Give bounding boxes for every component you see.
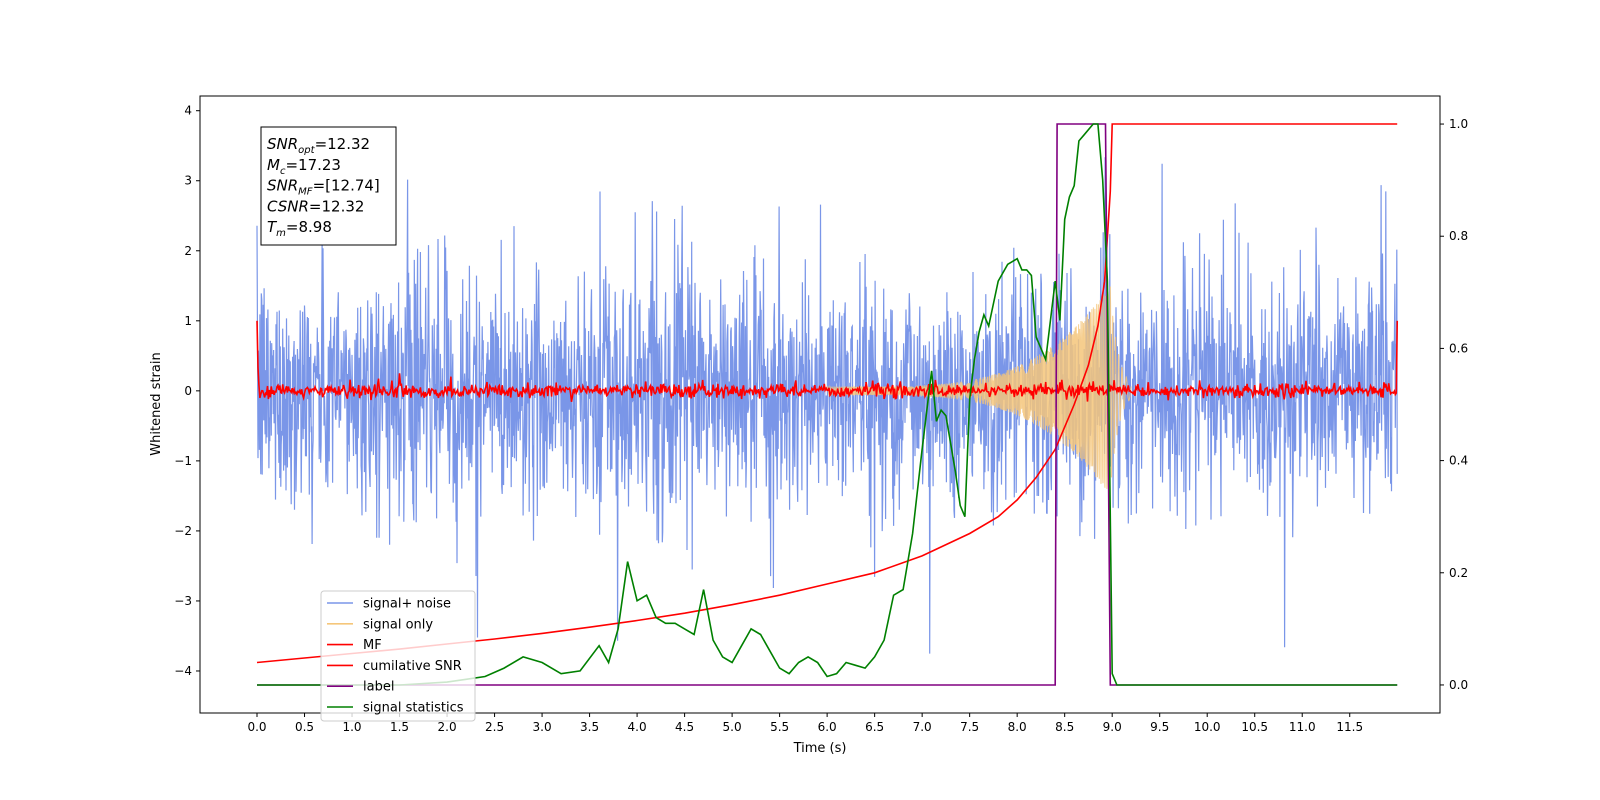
- x-tick-label: 7.5: [960, 720, 979, 734]
- series-signal-plus-noise: [256, 157, 1398, 654]
- y-tick-label-left: 3: [184, 174, 192, 188]
- y-tick-label-left: −4: [174, 664, 192, 678]
- annotation-line: SNRMF=[12.74]: [267, 177, 380, 198]
- y-tick-label-right: 0.0: [1449, 678, 1468, 692]
- y-axis-label: Whitened strain: [149, 352, 164, 455]
- annotation-line: CSNR=12.32: [267, 197, 364, 215]
- x-tick-label: 0.5: [295, 720, 314, 734]
- series-mf: [256, 320, 1399, 402]
- legend-label: label: [363, 680, 394, 695]
- x-tick-label: 1.0: [342, 720, 361, 734]
- x-tick-label: 4.5: [675, 720, 694, 734]
- y-tick-label-left: −1: [174, 454, 192, 468]
- y-tick-label-left: −3: [174, 594, 192, 608]
- legend-label: signal only: [363, 617, 433, 632]
- x-tick-label: 2.0: [438, 720, 457, 734]
- x-tick-label: 8.0: [1008, 720, 1027, 734]
- annotation-line: SNRopt=12.32: [267, 135, 370, 156]
- x-tick-label: 8.5: [1055, 720, 1074, 734]
- legend-frame: [320, 590, 476, 722]
- legend-label: signal statistics: [363, 701, 464, 716]
- x-tick-label: 7.0: [913, 720, 932, 734]
- y-tick-label-right: 0.2: [1449, 566, 1468, 580]
- axes: 0.0 0.5 1.0 1.5 2.0 2.5 3.0 3.5 4.0 4.5 5.0 5.5 6.0 6…: [174, 104, 1468, 734]
- x-tick-label: 6.0: [818, 720, 837, 734]
- x-tick-label: 5.5: [770, 720, 789, 734]
- mf-line: [256, 320, 1399, 402]
- x-tick-label: 10.5: [1241, 720, 1268, 734]
- y-tick-label-left: 2: [184, 244, 192, 258]
- y-tick-label-right: 0.8: [1449, 229, 1468, 243]
- y-tick-label-left: 4: [184, 104, 192, 118]
- plot-frame: [199, 95, 1441, 714]
- x-tick-label: 9.5: [1150, 720, 1169, 734]
- legend-label: cumilative SNR: [363, 659, 462, 674]
- x-tick-label: 2.5: [485, 720, 504, 734]
- legend-label: signal+ noise: [363, 597, 451, 612]
- x-tick-label: 9.0: [1103, 720, 1122, 734]
- x-tick-label: 6.5: [865, 720, 884, 734]
- y-tick-label-right: 0.4: [1449, 454, 1468, 468]
- y-tick-label-left: 0: [184, 384, 192, 398]
- legend: signal+ noise signal only MF cumilative SNR…: [320, 590, 476, 722]
- y-tick-label-right: 1.0: [1449, 117, 1468, 131]
- annotation-line: Tm=8.98: [267, 218, 332, 239]
- x-tick-label: 10.0: [1194, 720, 1221, 734]
- y-tick-label-left: −2: [174, 524, 192, 538]
- x-tick-label: 5.0: [723, 720, 742, 734]
- legend-label: MF: [363, 638, 382, 653]
- annotation-line: Mc=17.23: [267, 156, 341, 177]
- x-tick-label: 11.0: [1289, 720, 1316, 734]
- annotation-frame: [260, 126, 397, 246]
- x-tick-label: 0.0: [247, 720, 266, 734]
- x-tick-label: 3.5: [580, 720, 599, 734]
- x-tick-label: 3.0: [533, 720, 552, 734]
- y-tick-label-left: 1: [184, 314, 192, 328]
- line-signal-statistics: [257, 123, 1398, 686]
- annotation-box: SNRopt=12.32Mc=17.23SNRMF=[12.74]CSNR=12…: [260, 126, 397, 246]
- x-tick-label: 4.0: [628, 720, 647, 734]
- x-tick-label: 11.5: [1336, 720, 1363, 734]
- x-tick-label: 1.5: [390, 720, 409, 734]
- x-axis-label: Time (s): [793, 741, 847, 756]
- y-tick-label-right: 0.6: [1449, 341, 1468, 355]
- signal-noise-line: [256, 157, 1398, 654]
